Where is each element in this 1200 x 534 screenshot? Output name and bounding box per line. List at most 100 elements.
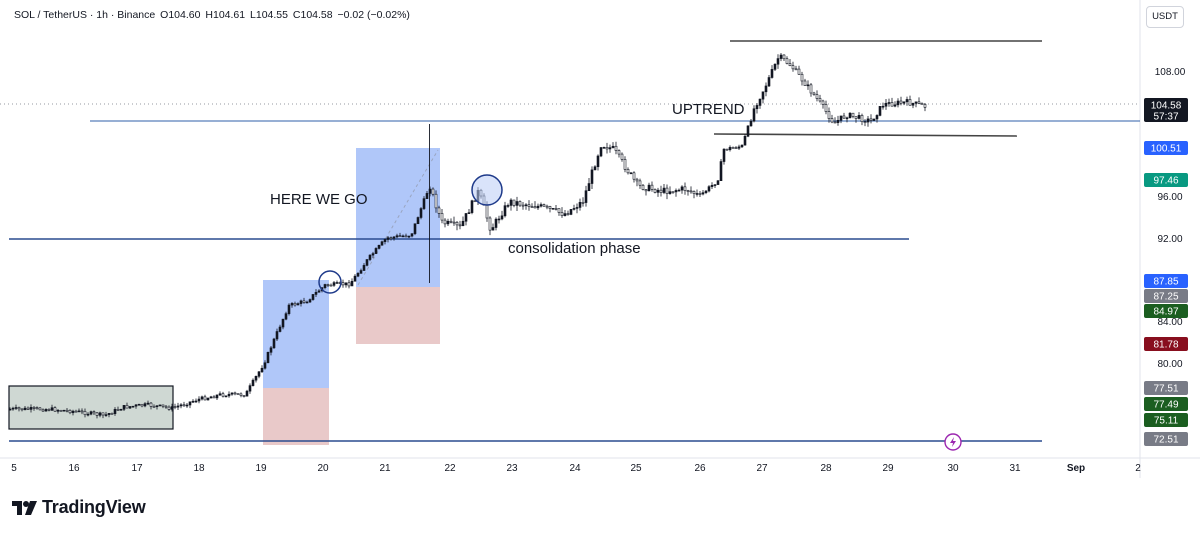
candle-body: [362, 265, 366, 271]
price-tag-box: [1144, 141, 1188, 155]
candle-body: [917, 101, 921, 104]
candle-body: [605, 147, 609, 150]
candle-body: [392, 236, 396, 239]
candle-body: [35, 407, 39, 409]
candle-body: [404, 235, 408, 238]
candle-body: [761, 91, 765, 100]
candle-body: [335, 282, 339, 284]
candle-body: [299, 300, 303, 304]
candle-body: [743, 135, 747, 146]
candle-body: [143, 403, 147, 407]
candle-body: [239, 393, 243, 396]
candle-body: [641, 184, 645, 190]
candle-body: [8, 408, 12, 411]
candle-body: [215, 394, 219, 399]
candle-body: [197, 398, 201, 402]
candle-body: [371, 253, 375, 256]
price-tag-label: 87.85: [1153, 277, 1178, 288]
candle-body: [443, 219, 447, 225]
time-tick-label: 28: [820, 463, 832, 474]
candle-body: [308, 299, 312, 303]
candle-body: [842, 115, 846, 119]
candle-body: [98, 412, 102, 416]
time-tick-label: 20: [317, 463, 329, 474]
currency-button[interactable]: USDT: [1146, 6, 1184, 28]
candle-body: [797, 68, 801, 75]
candle-body: [272, 338, 276, 349]
time-axis[interactable]: 5 16 17 18 19 20 21 22 23 24 25 26 27 28 29 30 31 Sep 2: [11, 463, 1141, 474]
candle-body: [806, 84, 810, 87]
candle-body: [560, 212, 564, 216]
candle-body: [206, 397, 210, 401]
price-tag-label: 72.51: [1153, 435, 1178, 446]
candle-body: [767, 77, 771, 87]
candle-body: [698, 193, 702, 195]
candle-body: [152, 406, 156, 408]
candle-body: [434, 193, 438, 209]
candle-body: [719, 161, 723, 182]
candle-body: [401, 235, 405, 238]
candle-body: [179, 404, 183, 407]
candle-body: [86, 413, 90, 416]
candle-body: [629, 172, 633, 175]
candle-body: [872, 118, 876, 121]
candle-body: [485, 204, 489, 219]
candle-body: [467, 212, 471, 214]
tradingview-logo[interactable]: TradingView: [12, 497, 146, 518]
candle-body: [11, 407, 15, 410]
candle-body: [602, 147, 606, 149]
candle-body: [146, 402, 150, 405]
candle-body: [419, 208, 423, 218]
candle-body: [23, 407, 27, 411]
candle-body: [734, 147, 738, 149]
price-tag-box: [1144, 337, 1188, 351]
candle-body: [257, 371, 261, 377]
candle-body: [845, 117, 849, 120]
candle-body: [173, 406, 177, 408]
candle-body: [440, 213, 444, 221]
candle-body: [710, 184, 714, 187]
ohlc-change: −0.02 (−0.02%): [337, 9, 410, 21]
candle-body: [656, 189, 660, 193]
candle-body: [113, 409, 117, 414]
candle-body: [314, 291, 318, 295]
candle-body: [446, 220, 450, 225]
candle-body: [578, 202, 582, 208]
candle-body: [212, 396, 216, 399]
annotation-consolidation-phase: consolidation phase: [508, 240, 641, 257]
candle-body: [494, 218, 498, 228]
candle-body: [686, 190, 690, 192]
candle-body: [38, 407, 42, 411]
candle-body: [191, 400, 195, 403]
candle-body: [551, 208, 555, 210]
candle-body: [914, 101, 918, 104]
candle-body: [77, 410, 81, 413]
candle-body: [71, 410, 75, 414]
candle-body: [155, 405, 159, 407]
candle-body: [671, 191, 675, 193]
candle-body: [776, 58, 780, 65]
candle-body: [860, 115, 864, 123]
candle-body: [245, 390, 249, 397]
candle-body: [266, 351, 270, 364]
candle-body: [839, 115, 843, 121]
candle-body: [791, 65, 795, 70]
candle-body: [851, 112, 855, 117]
candle-body: [383, 239, 387, 243]
time-tick-label: 18: [193, 463, 205, 474]
candle-body: [650, 184, 654, 190]
candle-body: [920, 103, 924, 105]
symbol-name[interactable]: SOL / TetherUS · 1h · Binance: [14, 9, 156, 21]
candle-body: [614, 145, 618, 151]
price-axis[interactable]: 108.00 96.00 92.00 84.00 80.00: [1155, 67, 1186, 370]
candle-body: [437, 207, 441, 214]
candle-body: [386, 237, 390, 240]
candle-body: [380, 241, 384, 246]
candle-body: [374, 248, 378, 254]
candle-body: [317, 290, 321, 293]
candle-body: [815, 94, 819, 99]
candle-body: [62, 409, 66, 412]
lightning-alert-icon[interactable]: [944, 433, 962, 451]
candle-body: [89, 411, 93, 415]
